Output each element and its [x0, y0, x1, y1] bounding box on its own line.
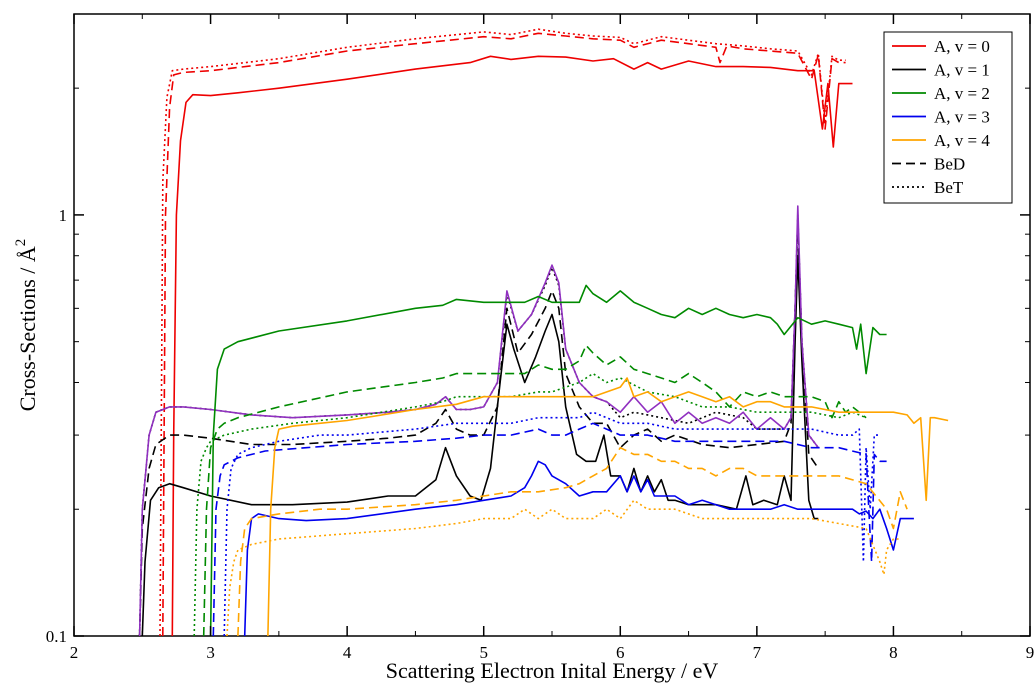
series-layer [138, 28, 949, 636]
y-tick-label: 0.1 [46, 627, 67, 646]
legend-label: A, v = 3 [934, 108, 990, 127]
x-axis-title: Scattering Electron Inital Energy / eV [386, 658, 719, 683]
series-line [162, 32, 846, 636]
plot-area [73, 13, 1031, 637]
legend-label: A, v = 4 [934, 131, 990, 150]
y-axis: 0.11 [46, 13, 1030, 646]
series-line [138, 223, 819, 636]
x-tick-label: 4 [343, 643, 352, 662]
legend-label: A, v = 2 [934, 84, 990, 103]
series-line [209, 284, 887, 636]
series-line [159, 28, 846, 636]
series-line [141, 254, 819, 636]
x-tick-label: 2 [70, 643, 79, 662]
legend-box [883, 31, 1013, 204]
series-line [171, 55, 853, 636]
series-line [138, 205, 819, 636]
x-tick-label: 6 [616, 643, 625, 662]
legend-label: BeD [934, 155, 965, 174]
series-line [202, 344, 867, 636]
series-line [237, 446, 908, 636]
y-axis-title-superscript: 2 [13, 239, 29, 247]
legend: A, v = 0 A, v = 1 A, v = 2 A, v = 3 A, v = 4… [883, 31, 1013, 204]
legend-label: A, v = 0 [934, 37, 990, 56]
x-tick-label: 9 [1026, 643, 1035, 662]
x-tick-label: 7 [753, 643, 762, 662]
series-line [212, 422, 887, 636]
series-line [223, 411, 880, 636]
x-tick-label: 5 [479, 643, 488, 662]
series-line [267, 377, 949, 636]
series-line [226, 499, 901, 636]
y-axis-title-group: Cross-Sections / Å2 [13, 239, 40, 412]
series-line [243, 460, 914, 636]
y-axis-title: Cross-Sections / Å [15, 246, 40, 411]
x-axis: 2 3 4 5 6 7 8 9 [70, 14, 1035, 662]
svg-text:Cross-Sections / Å2: Cross-Sections / Å2 [13, 239, 40, 412]
x-tick-label: 8 [889, 643, 898, 662]
legend-label: BeT [934, 178, 964, 197]
y-tick-label: 1 [59, 206, 68, 225]
x-tick-label: 3 [206, 643, 215, 662]
legend-label: A, v = 1 [934, 61, 990, 80]
